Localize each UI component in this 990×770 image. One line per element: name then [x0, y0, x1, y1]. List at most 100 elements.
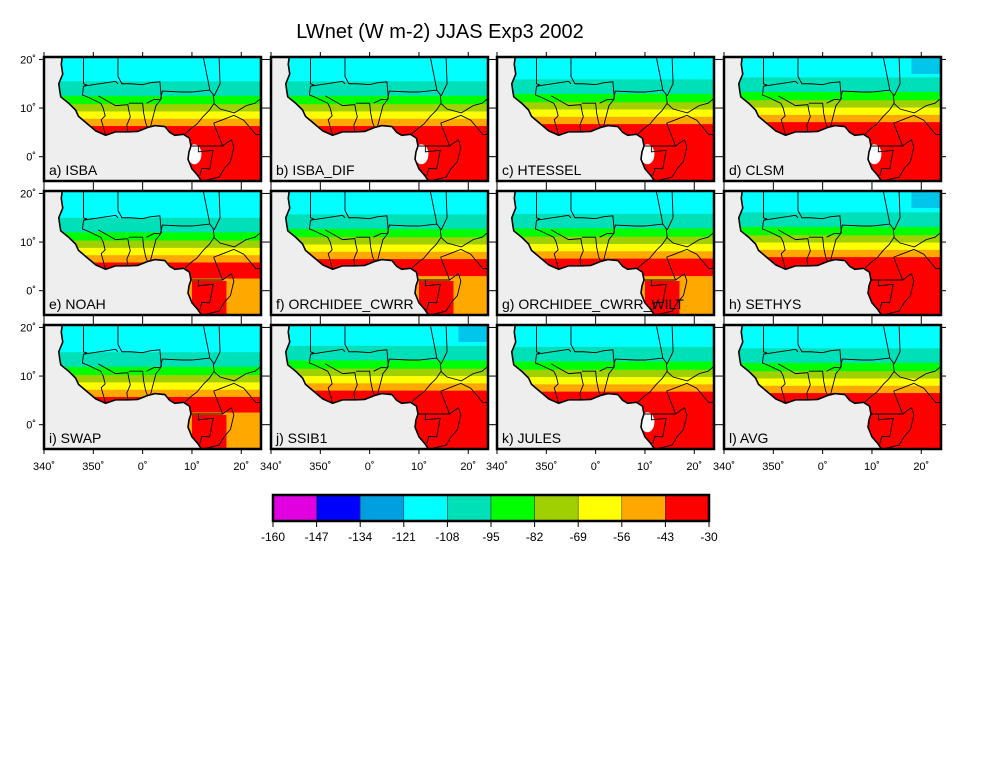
country-border	[98, 229, 116, 241]
country-border	[893, 231, 941, 248]
coastline	[57, 190, 203, 316]
country-border	[599, 232, 614, 238]
country-border	[615, 191, 664, 225]
country-border	[763, 348, 799, 355]
country-border	[761, 325, 787, 404]
country-border	[666, 114, 714, 136]
country-border	[213, 57, 221, 97]
country-border	[808, 102, 828, 128]
x-tick-label: 340˚	[260, 461, 282, 473]
country-border	[213, 97, 261, 114]
colorbar-label: -43	[657, 530, 675, 544]
country-border	[581, 102, 601, 128]
colorbar-swatch	[447, 494, 492, 522]
country-border	[599, 366, 614, 372]
country-border	[389, 57, 438, 91]
country-border	[344, 57, 389, 127]
country-border	[344, 191, 389, 261]
map-panel: i) SWAP 340˚ 350˚ 0˚ 10˚ 20˚ 20˚ 10˚ 0˚	[20, 320, 266, 473]
country-border	[795, 238, 811, 266]
country-border	[893, 248, 941, 270]
country-border	[424, 413, 441, 444]
map-panel: f) ORCHIDEE_CWRR	[266, 186, 493, 320]
country-border	[344, 325, 389, 395]
x-tick-label: 10˚	[864, 461, 880, 473]
country-border	[98, 363, 116, 375]
country-border	[534, 325, 560, 404]
country-border	[386, 357, 442, 403]
country-border	[570, 191, 615, 261]
y-tick-label: 20˚	[20, 188, 36, 200]
country-border	[654, 272, 688, 315]
y-tick-label: 0˚	[26, 152, 36, 164]
country-border	[440, 114, 488, 136]
country-border	[389, 191, 438, 225]
country-border	[599, 98, 614, 104]
country-border	[146, 366, 161, 372]
x-tick-label: 20˚	[460, 461, 476, 473]
country-border	[310, 214, 346, 221]
map-panel: b) ISBA_DIF	[266, 52, 493, 186]
value-band	[911, 57, 941, 75]
country-border	[162, 57, 211, 91]
country-border	[213, 382, 261, 404]
country-border	[778, 95, 796, 107]
country-border	[355, 236, 375, 262]
country-border	[761, 191, 787, 270]
colorbar-label: -108	[435, 530, 459, 544]
country-border	[417, 256, 451, 281]
x-tick-label: 20˚	[233, 461, 249, 473]
panel-frame	[42, 55, 263, 183]
country-border	[81, 191, 107, 270]
panel-frame	[42, 189, 263, 317]
panel-label: k) JULES	[502, 430, 561, 446]
country-border	[213, 248, 261, 270]
panel-frame	[42, 323, 263, 451]
country-border	[551, 363, 569, 375]
country-border	[201, 406, 235, 449]
x-tick-label: 0˚	[365, 461, 375, 473]
country-border	[643, 122, 677, 147]
country-border	[870, 390, 904, 415]
country-border	[342, 104, 358, 132]
colorbar-swatch	[577, 494, 623, 522]
colorbar-label: -160	[261, 530, 285, 544]
figure-title: LWnet (W m-2) JJAS Exp3 2002	[296, 21, 584, 43]
panel-frame	[269, 189, 490, 317]
map-panel: e) NOAH 20˚ 10˚ 0˚	[20, 186, 266, 320]
coastline	[57, 56, 203, 182]
value-band	[911, 191, 941, 209]
country-border	[213, 365, 261, 382]
map-panel: j) SSIB1 340˚ 350˚ 0˚ 10˚ 20˚	[260, 320, 493, 473]
colorbar: -160 -147 -134 -121 -108 -95 -82 -69 -56 -43 -30	[261, 493, 718, 544]
y-tick-label: 10˚	[20, 237, 36, 249]
country-border	[325, 95, 343, 107]
country-border	[308, 57, 334, 136]
country-border	[386, 223, 442, 269]
coastline	[510, 56, 656, 182]
country-border	[373, 98, 388, 104]
country-border	[643, 390, 677, 415]
map-panel: k) JULES 340˚ 350˚ 0˚ 10˚ 20˚	[486, 320, 719, 473]
country-border	[117, 191, 162, 261]
x-tick-label: 0˚	[138, 461, 148, 473]
country-border	[355, 102, 375, 128]
country-border	[877, 413, 894, 444]
map-panel: g) ORCHIDEE_CWRR_WILT	[492, 186, 719, 320]
country-border	[128, 102, 148, 128]
colorbar-label: -95	[482, 530, 500, 544]
country-border	[666, 248, 714, 270]
country-border	[842, 325, 891, 359]
country-border	[389, 325, 438, 359]
country-border	[162, 325, 211, 359]
colorbar-label: -56	[613, 530, 631, 544]
panel-frame	[722, 55, 943, 183]
country-border	[424, 279, 441, 310]
country-border	[115, 238, 131, 266]
map-panel: a) ISBA 20˚ 10˚ 0˚	[20, 52, 266, 186]
country-border	[797, 191, 842, 261]
country-border	[308, 325, 334, 404]
colorbar-label: -134	[348, 530, 372, 544]
panel-frame	[495, 323, 716, 451]
colorbar-swatch	[403, 494, 448, 522]
